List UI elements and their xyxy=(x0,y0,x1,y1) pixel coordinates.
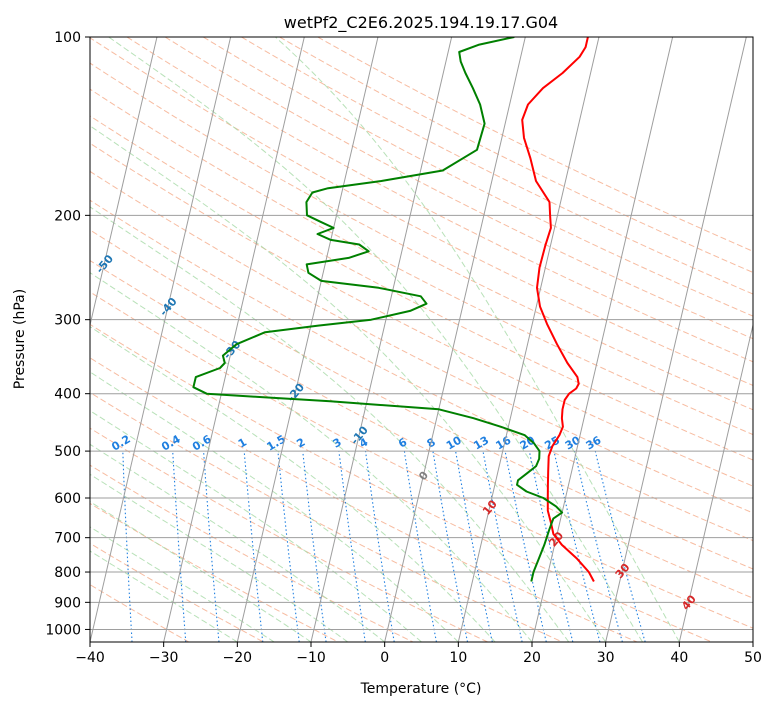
moist-adiabat xyxy=(90,326,496,642)
moist-adiabat xyxy=(90,272,533,642)
dry-adiabat xyxy=(90,142,753,487)
mixing-ratio-line xyxy=(302,451,327,642)
temperature-profile xyxy=(521,37,595,582)
y-tick-label: 400 xyxy=(54,387,81,403)
x-tick-label: −20 xyxy=(223,650,253,666)
y-tick-label: 700 xyxy=(54,531,81,547)
x-tick-label: 40 xyxy=(670,650,688,666)
x-tick-label: −40 xyxy=(75,650,105,666)
moist-adiabat xyxy=(90,125,607,642)
mixing-ratio-line xyxy=(528,450,574,642)
dry-adiabat xyxy=(90,115,753,461)
dry-adiabat xyxy=(90,259,753,599)
dry-adiabat xyxy=(164,37,753,340)
mixing-ratio-line xyxy=(203,451,220,642)
mixing-ratio-line xyxy=(277,451,300,642)
isotherm-line xyxy=(678,322,753,642)
y-tick-label: 800 xyxy=(54,565,81,581)
y-tick-label: 500 xyxy=(54,444,81,460)
mixing-ratio-line xyxy=(338,451,366,642)
x-tick-label: 10 xyxy=(449,650,467,666)
isotherm-line xyxy=(457,37,600,642)
dry-adiabat xyxy=(317,37,753,252)
moist-adiabat xyxy=(90,443,385,642)
x-tick-label: −10 xyxy=(296,650,326,666)
dry-adiabat xyxy=(90,427,488,642)
dry-adiabat xyxy=(90,88,753,436)
mixing-ratio-line xyxy=(364,451,395,642)
dewpoint-profile xyxy=(192,37,564,582)
chart-title: wetPf2_C2E6.2025.194.19.17.G04 xyxy=(284,13,558,33)
dry-adiabat xyxy=(241,37,753,295)
x-tick-label: −30 xyxy=(149,650,179,666)
dry-adiabat xyxy=(90,62,753,411)
x-tick-label: 20 xyxy=(523,650,541,666)
mixing-ratio-line xyxy=(482,451,523,642)
isotherm-line xyxy=(531,37,674,642)
x-tick-label: 0 xyxy=(380,650,389,666)
mixing-ratio-line xyxy=(504,450,547,642)
mixing-ratio-line xyxy=(243,451,264,642)
dry-adiabat xyxy=(90,37,753,386)
mixing-ratio-line xyxy=(553,450,601,642)
y-tick-label: 200 xyxy=(54,208,81,224)
dry-adiabat xyxy=(90,199,753,542)
moist-adiabat xyxy=(275,37,680,642)
isotherm-line xyxy=(163,37,305,642)
moist-adiabat xyxy=(90,371,459,642)
dry-adiabat xyxy=(279,37,753,273)
isotherm-line xyxy=(384,37,526,642)
y-tick-label: 600 xyxy=(54,491,81,507)
isotherm-line xyxy=(310,37,453,642)
dry-adiabat xyxy=(90,323,712,642)
moist-adiabat xyxy=(90,410,422,642)
dry-adiabat xyxy=(90,291,753,629)
mixing-ratio-line xyxy=(455,451,493,642)
axes: −40 −30 −20 −10 0 10 20 30 40 50 100 200 300 400 500 60… xyxy=(45,30,762,666)
x-tick-label: 50 xyxy=(744,650,762,666)
y-tick-label: 100 xyxy=(54,30,81,46)
isotherm-line xyxy=(605,37,747,642)
y-tick-label: 1000 xyxy=(45,622,81,638)
isotherm-line xyxy=(90,37,158,328)
moist-adiabat xyxy=(90,473,349,642)
isotherm-line xyxy=(90,37,232,642)
mixing-ratio-line xyxy=(573,450,623,642)
y-tick-label: 300 xyxy=(54,313,81,329)
isotherm-line xyxy=(236,37,379,642)
x-axis-title: Temperature (°C) xyxy=(360,681,482,697)
x-tick-label: 30 xyxy=(597,650,615,666)
y-tick-label: 900 xyxy=(54,595,81,611)
moist-adiabat xyxy=(90,206,570,642)
plot-frame xyxy=(89,36,754,643)
dry-adiabat xyxy=(90,357,638,642)
dry-adiabat xyxy=(90,229,753,570)
y-axis-title: Pressure (hPa) xyxy=(12,289,28,389)
